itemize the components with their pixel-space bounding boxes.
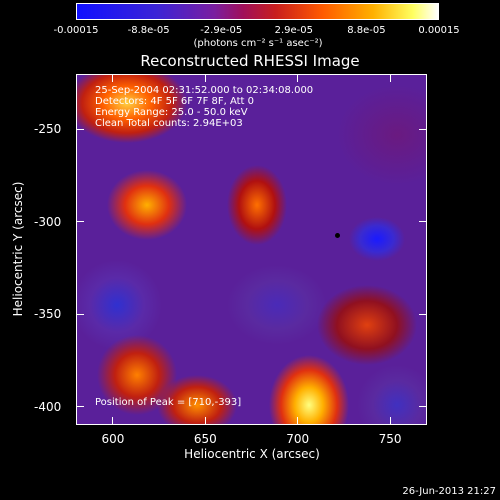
peak-marker xyxy=(335,233,340,238)
heatmap-image: 25-Sep-2004 02:31:52.000 to 02:34:08.000… xyxy=(76,74,427,425)
colorbar-tick-label: -8.8e-05 xyxy=(127,25,170,36)
y-tick-mark xyxy=(76,406,84,408)
x-tick-label: 600 xyxy=(101,432,125,446)
y-tick-label: -250 xyxy=(34,122,62,137)
y-tick-label: -400 xyxy=(34,399,62,414)
y-tick-label: -300 xyxy=(34,214,62,229)
x-tick-mark xyxy=(112,74,114,82)
x-tick-mark xyxy=(389,74,391,82)
x-tick-mark xyxy=(204,74,206,82)
x-axis-label: Heliocentric X (arcsec) xyxy=(184,447,320,461)
colorbar-tick-label: -2.9e-05 xyxy=(200,25,243,36)
header-line-time: 25-Sep-2004 02:31:52.000 to 02:34:08.000 xyxy=(95,85,314,96)
y-tick-label: -350 xyxy=(34,307,62,322)
x-tick-label: 750 xyxy=(378,432,402,446)
y-tick-mark xyxy=(419,221,427,223)
x-tick-mark xyxy=(112,417,114,425)
y-tick-mark xyxy=(76,313,84,315)
timestamp: 26-Jun-2013 21:27 xyxy=(402,486,496,497)
x-tick-mark xyxy=(297,417,299,425)
y-tick-mark xyxy=(419,313,427,315)
x-tick-label: 700 xyxy=(286,432,310,446)
chart-title: Reconstructed RHESSI Image xyxy=(140,52,360,70)
colorbar-units: (photons cm⁻² s⁻¹ asec⁻²) xyxy=(193,38,323,49)
header-line-counts: Clean Total counts: 2.94E+03 xyxy=(95,118,243,129)
x-tick-mark xyxy=(297,74,299,82)
colorbar-tick-label: -0.00015 xyxy=(53,25,99,36)
y-tick-mark xyxy=(76,221,84,223)
y-tick-mark xyxy=(419,128,427,130)
colorbar xyxy=(76,3,439,20)
x-tick-mark xyxy=(389,417,391,425)
header-line-energy: Energy Range: 25.0 - 50.0 keV xyxy=(95,107,248,118)
colorbar-tick-label: 0.00015 xyxy=(418,25,460,36)
colorbar-tick-label: 2.9e-05 xyxy=(274,25,313,36)
y-tick-mark xyxy=(76,128,84,130)
header-line-detectors: Detectors: 4F 5F 6F 7F 8F, Att 0 xyxy=(95,96,255,107)
colorbar-tick-label: 8.8e-05 xyxy=(347,25,386,36)
x-tick-label: 650 xyxy=(193,432,217,446)
x-tick-mark xyxy=(204,417,206,425)
y-axis-label: Heliocentric Y (arcsec) xyxy=(11,181,25,317)
peak-position-label: Position of Peak = [710,-393] xyxy=(95,397,242,408)
y-tick-mark xyxy=(419,406,427,408)
